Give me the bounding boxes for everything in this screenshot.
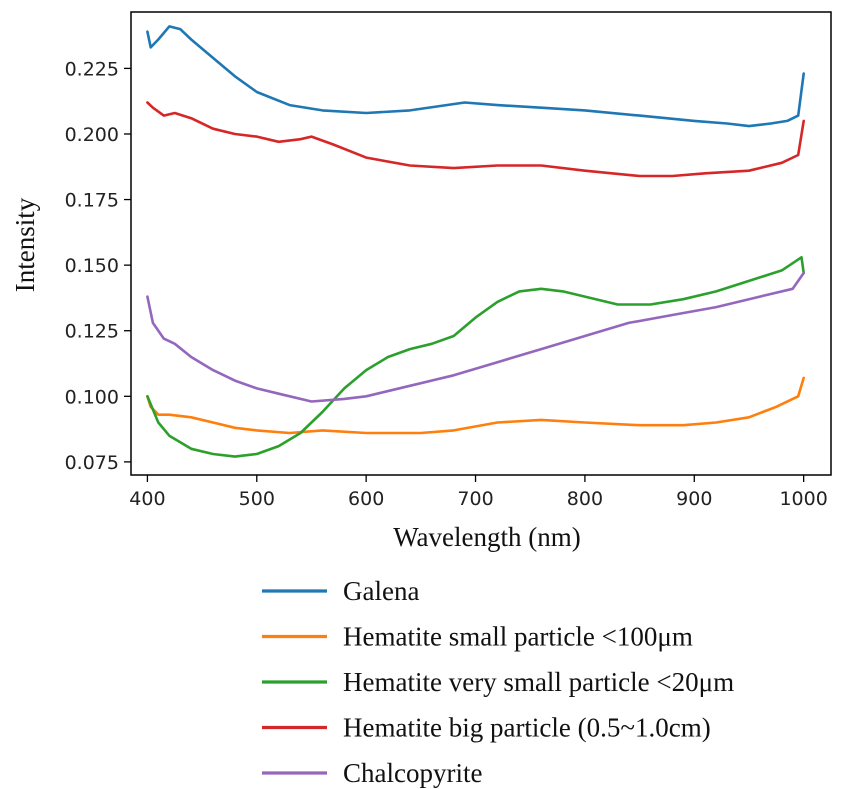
series-line-4 <box>146 101 806 178</box>
y-tick-label: 0.175 <box>65 190 119 212</box>
x-tick-label: 400 <box>129 488 165 510</box>
y-tick-label: 0.225 <box>65 58 119 80</box>
y-tick-label: 0.200 <box>65 124 119 146</box>
x-tick-label: 900 <box>676 488 712 510</box>
x-tick-label: 600 <box>348 488 384 510</box>
x-tick-label: 800 <box>567 488 603 510</box>
y-tick-label: 0.100 <box>65 386 119 408</box>
legend-label-3: Hematite very small particle <20μm <box>343 667 734 697</box>
x-axis: 400 500 600 700 800 900 1000 <box>129 475 828 510</box>
legend-label-1: Galena <box>343 576 419 606</box>
series-line-5 <box>146 271 806 403</box>
legend-label-2: Hematite small particle <100μm <box>343 622 693 652</box>
series-layer <box>146 25 806 458</box>
series-line-1 <box>146 25 806 128</box>
y-tick-label: 0.125 <box>65 321 119 343</box>
y-axis-title: Intensity <box>10 197 40 292</box>
y-axis: 0.075 0.100 0.125 0.150 0.175 0.200 0.225 <box>65 58 131 474</box>
legend-label-4: Hematite big particle (0.5~1.0cm) <box>343 713 711 743</box>
plot-area-frame <box>130 11 832 476</box>
series-line-2 <box>146 376 806 435</box>
x-tick-label: 700 <box>457 488 493 510</box>
legend: Galena Hematite small particle <100μm Hema… <box>262 576 734 788</box>
x-tick-label: 1000 <box>779 488 827 510</box>
legend-label-5: Chalcopyrite <box>343 758 482 788</box>
x-tick-label: 500 <box>239 488 275 510</box>
y-tick-label: 0.150 <box>65 255 119 277</box>
y-tick-label: 0.075 <box>65 452 119 474</box>
x-axis-title: Wavelength (nm) <box>393 522 581 552</box>
series-line-3 <box>146 255 806 458</box>
